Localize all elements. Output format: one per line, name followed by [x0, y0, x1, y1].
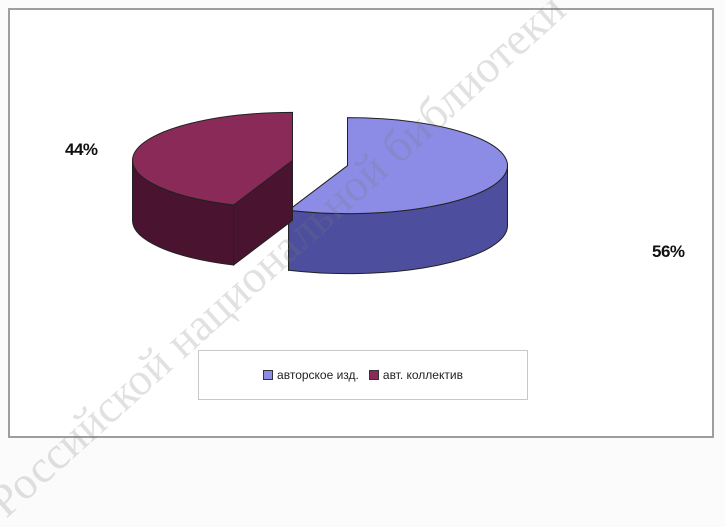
- legend: авторское изд. авт. коллектив: [198, 350, 528, 400]
- pie-slice-avtorskoe-izd: [287, 117, 509, 275]
- chart-frame: 44% 56% авторское изд. авт. коллектив: [8, 8, 714, 438]
- legend-entry-avtorskoe-izd: авторское изд.: [263, 368, 359, 382]
- legend-label-avt-kollektiv: авт. коллектив: [382, 368, 463, 382]
- legend-label-avtorskoe-izd: авторское изд.: [277, 368, 359, 382]
- pie-slice-top: [132, 111, 293, 206]
- pie-slice-avt-kollektiv: [131, 111, 293, 267]
- legend-swatch-avtorskoe-izd: [263, 370, 274, 380]
- slice-label-avtorskoe-izd: 56%: [652, 242, 685, 261]
- pie-chart: [131, 111, 509, 275]
- legend-entry-avt-kollektiv: авт. коллектив: [368, 368, 463, 382]
- slice-label-avt-kollektiv: 44%: [65, 140, 98, 159]
- pie-slice-top: [287, 117, 508, 215]
- legend-swatch-avt-kollektiv: [368, 370, 379, 380]
